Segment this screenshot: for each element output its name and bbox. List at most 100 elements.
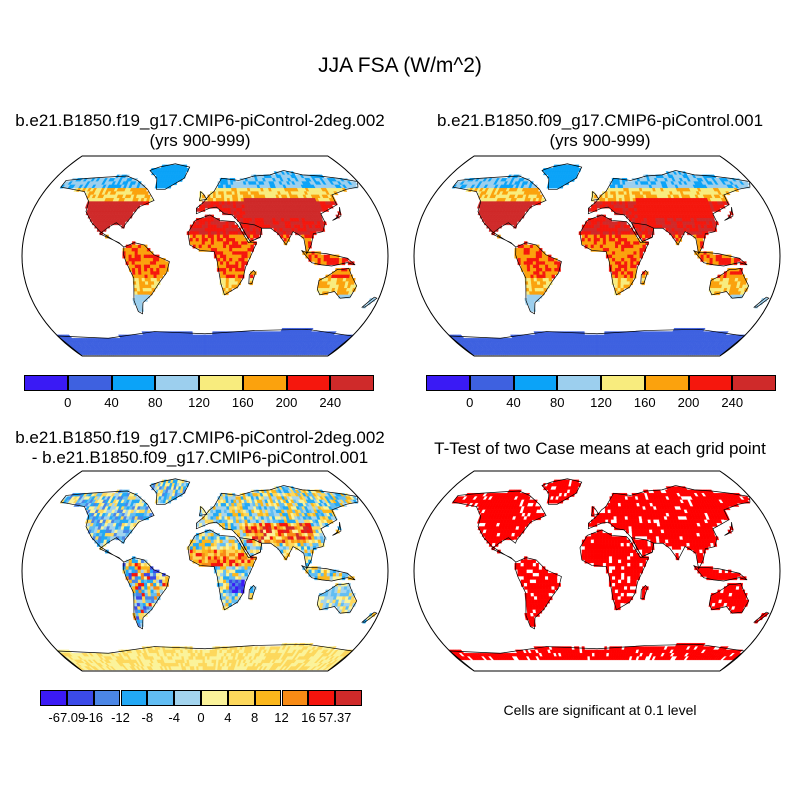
grid-cell — [125, 218, 130, 222]
grid-cell — [541, 261, 546, 266]
grid-cell — [587, 228, 592, 232]
grid-cell — [611, 221, 616, 226]
grid-cell — [596, 221, 601, 226]
grid-cell — [140, 248, 145, 252]
grid-cell — [138, 271, 142, 276]
grid-cell — [590, 221, 595, 226]
grid-cell — [675, 238, 680, 242]
grid-cell — [143, 258, 148, 262]
grid-cell — [241, 261, 245, 266]
grid-cell — [602, 244, 607, 249]
grid-cell — [627, 264, 631, 269]
grid-cell — [189, 241, 194, 246]
grid-cell — [721, 261, 726, 266]
grid-cell — [627, 268, 631, 272]
main-title: JJA FSA (W/m^2) — [318, 54, 482, 77]
grid-cell — [594, 348, 598, 352]
grid-cell — [244, 241, 248, 246]
grid-cell — [247, 251, 251, 256]
grid-cell — [614, 221, 618, 226]
grid-cell — [162, 271, 166, 276]
grid-cell — [613, 204, 618, 209]
grid-cell — [538, 261, 543, 266]
grid-cell — [307, 238, 312, 242]
grid-cell — [238, 264, 242, 269]
grid-cell — [200, 348, 204, 352]
grid-cell — [226, 261, 230, 266]
grid-cell — [627, 248, 631, 252]
grid-cell — [209, 334, 213, 339]
grid-cell — [593, 231, 598, 236]
coastline — [149, 163, 191, 190]
grid-cell — [146, 254, 151, 259]
grid-cell — [201, 234, 206, 239]
grid-cell — [526, 248, 531, 252]
grid-cell — [624, 258, 628, 262]
grid-cell — [235, 238, 239, 242]
grid-cell — [611, 224, 616, 229]
grid-cell — [620, 281, 625, 286]
grid-cell — [241, 258, 245, 262]
grid-cell — [239, 218, 244, 222]
grid-cell — [201, 218, 206, 222]
grid-cell — [634, 218, 639, 222]
grid-cell — [596, 218, 601, 222]
grid-cell — [526, 254, 531, 259]
significance-note: Cells are significant at 0.1 level — [503, 702, 697, 718]
grid-cell — [675, 234, 679, 239]
grid-cell — [134, 254, 139, 259]
grid-cell — [641, 231, 646, 236]
grid-cell — [636, 248, 640, 252]
grid-cell — [159, 264, 163, 269]
grid-cell — [589, 334, 593, 339]
grid-cell — [602, 234, 607, 239]
grid-cell — [231, 281, 236, 286]
grid-cell — [671, 231, 676, 236]
grid-cell — [225, 224, 230, 229]
grid-cell — [524, 271, 528, 276]
grid-cell — [616, 204, 621, 209]
grid-cell — [246, 228, 251, 232]
grid-cell — [195, 228, 200, 232]
grid-cell — [320, 254, 325, 259]
grid-cell — [231, 231, 236, 236]
grid-cell — [520, 251, 525, 256]
grid-cell — [216, 231, 221, 236]
grid-cell — [602, 231, 607, 236]
grid-cell — [228, 278, 233, 282]
grid-cell — [215, 198, 220, 202]
grid-cell — [192, 224, 197, 229]
grid-cell — [283, 238, 288, 242]
grid-cell — [237, 234, 242, 239]
grid-cell — [204, 338, 208, 342]
grid-cell — [529, 244, 534, 249]
grid-cell — [241, 244, 245, 249]
grid-cell — [617, 228, 622, 232]
grid-cell — [642, 244, 646, 249]
grid-cell — [647, 231, 652, 236]
grid-cell — [207, 218, 212, 222]
grid-cell — [216, 254, 221, 259]
grid-cell — [234, 281, 239, 286]
grid-cell — [220, 261, 224, 266]
grid-cell — [201, 231, 206, 236]
grid-cell — [542, 271, 546, 276]
grid-cell — [198, 241, 203, 246]
grid-cell — [219, 271, 224, 276]
grid-cell — [229, 244, 233, 249]
grid-cell — [216, 241, 221, 246]
grid-cell — [140, 244, 145, 249]
grid-cell — [633, 251, 637, 256]
grid-cell — [614, 231, 619, 236]
grid-cell — [545, 264, 549, 269]
grid-cell — [226, 258, 230, 262]
grid-cell — [596, 341, 600, 346]
grid-cell — [249, 234, 254, 239]
grid-cell — [733, 268, 737, 272]
grid-cell — [614, 281, 619, 286]
grid-cell — [633, 244, 637, 249]
grid-cell — [238, 268, 242, 272]
grid-cell — [590, 234, 595, 239]
grid-cell — [624, 244, 628, 249]
grid-cell — [630, 258, 634, 262]
